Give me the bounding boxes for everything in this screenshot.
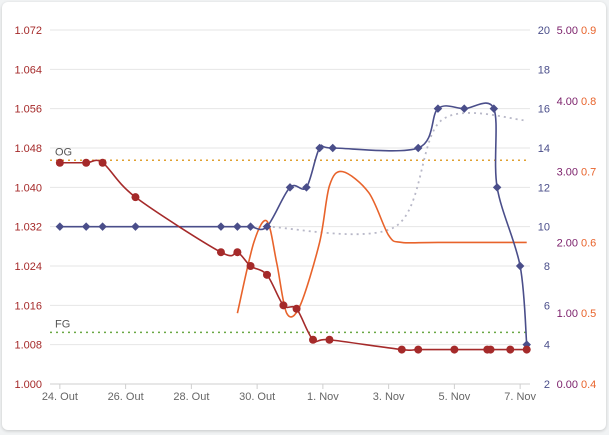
temperature-point [131, 222, 140, 231]
gravity-tick-label: 1.000 [14, 379, 42, 391]
grid [50, 29, 530, 385]
x-tick-label: 30. Out [239, 391, 275, 403]
series-layer [55, 102, 531, 354]
reference-label-og: OG [55, 146, 72, 158]
temperature-point [81, 222, 91, 231]
gravity-point [279, 301, 288, 310]
gravity-tick-label: 1.056 [14, 104, 42, 116]
gravity-point [82, 158, 91, 167]
temperature-point [246, 222, 255, 231]
reference-label-fg: FG [55, 318, 70, 330]
reference-lines: OG FG [50, 146, 530, 334]
angle-tick-label: 0.8 [581, 96, 596, 108]
gravity-point [246, 262, 255, 270]
temperature-point [302, 183, 311, 192]
temperature-point [460, 104, 469, 113]
temperature-tick-label: 20 [538, 25, 550, 37]
gravity-point [233, 248, 242, 257]
angle-tick-label: 0.4 [581, 379, 596, 391]
angle-line [236, 170, 527, 318]
temperature-point [492, 183, 502, 192]
gravity-point [325, 335, 334, 344]
ph-tick-label: 2.00 [557, 237, 578, 249]
gravity-tick-label: 1.032 [14, 222, 42, 234]
gravity-point [216, 248, 225, 257]
gravity-point [292, 304, 301, 313]
gravity-point [131, 193, 140, 202]
gravity-point [450, 345, 459, 354]
gravity-tick-label: 1.064 [14, 64, 42, 76]
temperature-tick-label: 2 [544, 379, 550, 391]
temperature-tick-label: 8 [544, 261, 550, 273]
x-tick-label: 28. Out [173, 391, 209, 403]
gravity-tick-label: 1.040 [14, 182, 42, 194]
temperature-tick-label: 14 [538, 143, 550, 155]
temperature-point [433, 104, 443, 113]
x-tick-label: 24. Out [42, 391, 78, 403]
temperature-point [216, 222, 226, 231]
temperature-point [55, 222, 65, 231]
temperature-tick-label: 4 [544, 340, 550, 352]
gravity-point [98, 158, 107, 167]
gravity-tick-label: 1.024 [14, 261, 42, 273]
gravity-line [59, 159, 527, 352]
ph-tick-label: 0.00 [557, 379, 578, 391]
gravity-tick-label: 1.072 [14, 25, 42, 37]
x-tick-label: 7. Nov [504, 391, 536, 403]
ph-tick-label: 4.00 [557, 96, 578, 108]
angle-tick-label: 0.9 [581, 25, 596, 37]
temperature-tick-label: 12 [538, 182, 550, 194]
x-tick-label: 1. Nov [307, 391, 339, 403]
gravity-point [486, 345, 495, 354]
angle-tick-label: 0.5 [581, 308, 596, 320]
temperature-point [233, 222, 242, 231]
gravity-tick-label: 1.016 [14, 300, 42, 312]
angle-tick-label: 0.7 [581, 167, 596, 179]
gravity-tick-label: 1.048 [14, 143, 42, 155]
x-tick-label: 5. Nov [438, 391, 470, 403]
temperature-point [515, 261, 525, 271]
temperature-point [328, 143, 337, 153]
temperature-tick-label: 18 [538, 64, 550, 76]
gravity-point [309, 335, 318, 344]
ph-tick-label: 5.00 [557, 25, 578, 37]
temperature-point [413, 143, 423, 153]
x-tick-label: 3. Nov [373, 391, 405, 403]
temperature-tick-label: 10 [538, 222, 550, 234]
temperature-point [98, 222, 107, 231]
gravity-point [414, 345, 423, 354]
gravity-point [397, 345, 406, 354]
temperature-point [285, 183, 295, 192]
axes: 1.0001.0081.0161.0241.0321.0401.0481.056… [14, 25, 596, 403]
temperature-tick-label: 16 [538, 104, 550, 116]
angle-tick-label: 0.6 [581, 237, 596, 249]
temperature-tick-label: 6 [544, 300, 550, 312]
ph-tick-label: 3.00 [557, 167, 578, 179]
temperature-point [489, 104, 499, 113]
temperature-point [315, 143, 324, 153]
chart-card: OG FG 1.000 1.008 1.016 1.024 1.032 1.040 1.048… [2, 2, 606, 430]
gravity-point [522, 345, 531, 354]
gravity-point [506, 345, 515, 354]
gravity-point [55, 158, 64, 167]
ph-tick-label: 1.00 [557, 308, 578, 320]
x-tick-label: 26. Out [108, 391, 144, 403]
gravity-point [262, 270, 271, 279]
temperature-point [262, 222, 272, 231]
temperature-setpoint-line [266, 112, 527, 236]
gravity-tick-label: 1.008 [14, 340, 42, 352]
